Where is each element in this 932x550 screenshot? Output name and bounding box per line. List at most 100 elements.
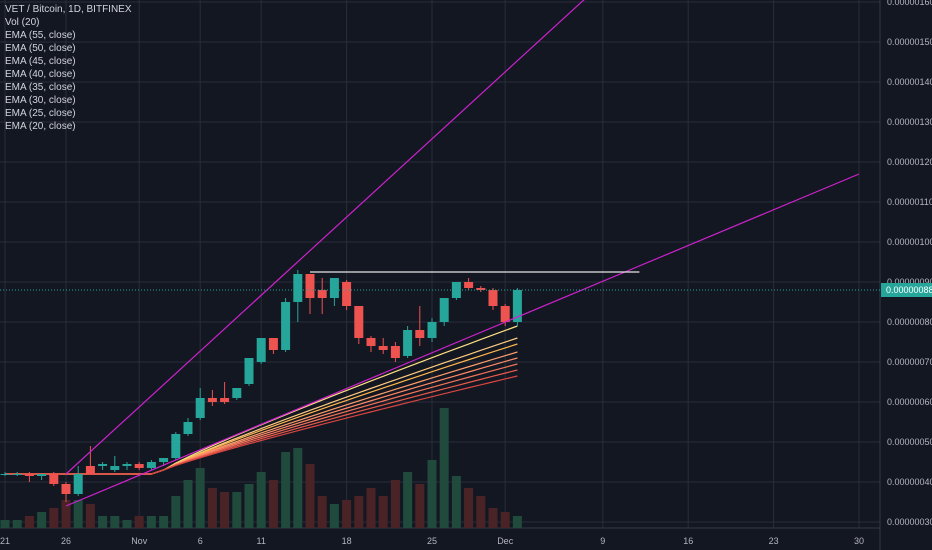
volume-bar: [159, 516, 169, 528]
y-tick-label: 0.00000110: [887, 197, 932, 207]
candle-body: [61, 484, 71, 494]
volume-bar: [512, 516, 522, 528]
volume-bar: [171, 496, 181, 528]
candle-body: [329, 278, 339, 298]
volume-bar: [305, 464, 315, 528]
candle-body: [488, 290, 498, 306]
volume-bar: [464, 488, 474, 528]
volume-bar: [73, 500, 83, 528]
volume-bar: [366, 488, 376, 528]
candle-body: [146, 462, 156, 468]
current-price-label: 0.00000088: [886, 285, 932, 295]
volume-bar: [354, 496, 364, 528]
trendline: [65, 173, 860, 507]
y-tick-label: 0.00000150: [887, 37, 932, 47]
x-tick-label: 6: [198, 536, 203, 546]
legend-vol[interactable]: Vol (20): [5, 17, 40, 28]
legend-ema-45[interactable]: EMA (45, close): [5, 56, 76, 67]
volume-bar: [183, 480, 193, 528]
y-tick-label: 0.00000100: [887, 237, 932, 247]
volume-bar: [378, 496, 388, 528]
candle-body: [281, 302, 291, 350]
candle-body: [49, 474, 59, 484]
volume-bar: [220, 492, 230, 528]
volume-bar: [0, 520, 10, 528]
legend-ema-50[interactable]: EMA (50, close): [5, 43, 76, 54]
volume-bar: [232, 492, 242, 528]
volume-bar: [293, 448, 303, 528]
candle-body: [464, 282, 474, 288]
volume-bar: [49, 508, 59, 528]
x-tick-label: 9: [600, 536, 605, 546]
candle-body: [159, 458, 169, 462]
volume-bar: [195, 468, 205, 528]
candle-body: [427, 322, 437, 338]
y-tick-label: 0.00000030: [887, 517, 932, 527]
volume-bar: [134, 516, 144, 528]
volume-bar: [12, 520, 22, 528]
y-tick-label: 0.00000080: [887, 317, 932, 327]
candle-body: [73, 474, 83, 494]
volume-bar: [329, 504, 339, 528]
candle-body: [512, 290, 522, 322]
y-tick-label: 0.00000090: [887, 277, 932, 287]
x-tick-label: 21: [0, 536, 10, 546]
volume-bar: [500, 512, 510, 528]
y-tick-label: 0.00000140: [887, 77, 932, 87]
trendline: [65, 0, 585, 475]
x-tick-label: 11: [257, 536, 266, 546]
y-tick-label: 0.00000070: [887, 357, 932, 367]
legend-ema-30[interactable]: EMA (30, close): [5, 95, 76, 106]
candle-body: [439, 298, 449, 322]
volume-bar: [451, 476, 461, 528]
legend-ema-25[interactable]: EMA (25, close): [5, 108, 76, 119]
volume-bar: [268, 480, 278, 528]
y-tick-label: 0.00000160: [887, 0, 932, 7]
volume-bar: [390, 480, 400, 528]
volume-bar: [98, 516, 108, 528]
candle-body: [0, 474, 10, 475]
x-tick-label: 26: [61, 536, 71, 546]
candle-body: [268, 338, 278, 350]
candle-body: [171, 434, 181, 458]
candle-body: [183, 422, 193, 434]
candle-body: [232, 388, 242, 398]
legend-ema-20[interactable]: EMA (20, close): [5, 121, 76, 132]
x-tick-label: 25: [427, 536, 437, 546]
legend-ema-55[interactable]: EMA (55, close): [5, 30, 76, 41]
volume-bar: [256, 472, 266, 528]
candle-body: [293, 274, 303, 302]
candle-body: [317, 290, 327, 298]
volume-bar: [403, 472, 413, 528]
y-tick-label: 0.00000060: [887, 397, 932, 407]
x-tick-label: 30: [854, 536, 864, 546]
candle-body: [342, 282, 352, 306]
candle-body: [244, 358, 254, 384]
legend-ema-40[interactable]: EMA (40, close): [5, 69, 76, 80]
legend-ema-35[interactable]: EMA (35, close): [5, 82, 76, 93]
volume-bar: [146, 516, 156, 528]
x-tick-label: Nov: [131, 536, 148, 546]
volume-bar: [439, 408, 449, 528]
x-tick-label: 18: [342, 536, 352, 546]
candle-body: [85, 466, 95, 474]
candle-body: [415, 330, 425, 338]
candle-body: [122, 464, 132, 466]
candle-body: [305, 274, 315, 298]
volume-bar: [342, 500, 352, 528]
volume-bar: [427, 460, 437, 528]
volume-bar: [415, 484, 425, 528]
volume-bar: [24, 516, 34, 528]
chart-title: VET / Bitcoin, 1D, BITFINEX: [5, 4, 132, 15]
candle-body: [476, 288, 486, 290]
candle-body: [220, 398, 230, 402]
y-tick-label: 0.00000120: [887, 157, 932, 167]
candle-body: [12, 474, 22, 475]
candle-body: [256, 338, 266, 362]
candle-body: [390, 346, 400, 358]
candle-body: [37, 474, 47, 476]
volume-bar: [244, 484, 254, 528]
